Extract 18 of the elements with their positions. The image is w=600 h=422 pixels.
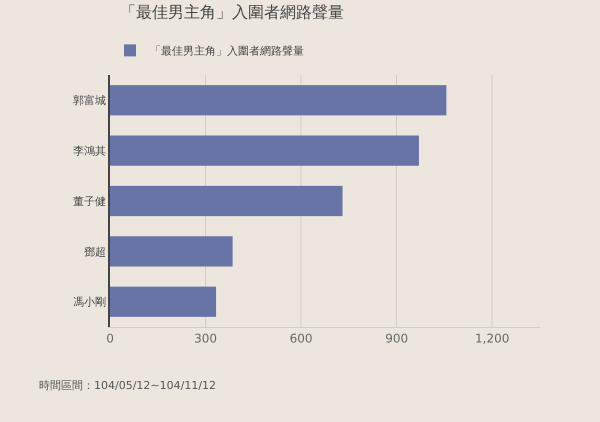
x-tick-label: 1,200	[475, 331, 510, 346]
bar	[110, 85, 446, 116]
y-tick-label: 馮小剛	[73, 296, 106, 309]
legend-label: 「最佳男主角」入圍者網路聲量	[150, 44, 304, 58]
y-tick-label: 鄧超	[84, 245, 106, 258]
x-tick-label: 600	[290, 331, 313, 346]
y-tick-label: 李鴻其	[73, 144, 106, 158]
bar	[110, 286, 216, 317]
x-tick-label: 300	[194, 331, 218, 346]
x-tick-label: 900	[385, 331, 408, 346]
bar	[110, 236, 233, 267]
y-tick-label: 董子健	[73, 194, 106, 208]
text: 時間區間：104/05/12~104/11/12	[39, 379, 216, 392]
y-tick-label: 郭富城	[73, 94, 106, 108]
chart-title: 「最佳男主角」入圍者網路聲量	[120, 2, 344, 22]
bar	[110, 186, 343, 216]
bar	[110, 135, 419, 166]
x-tick-label: 0	[106, 331, 114, 346]
